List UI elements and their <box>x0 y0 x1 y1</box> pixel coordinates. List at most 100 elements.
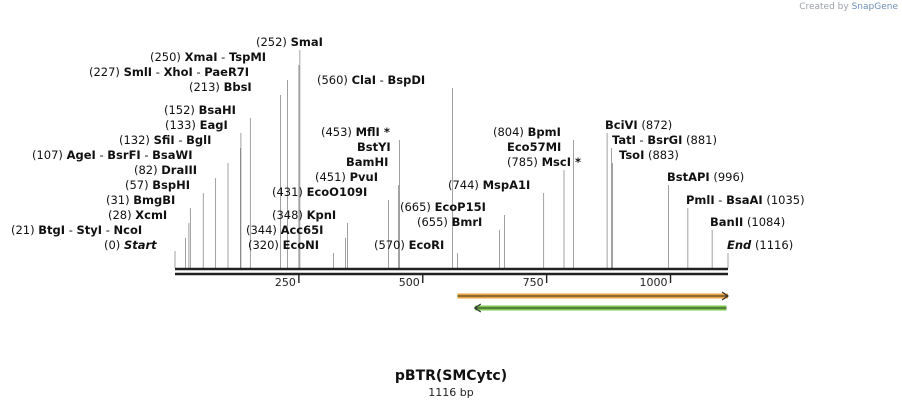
enzyme-label-row: (213) BbsI <box>189 80 252 94</box>
snapgene-logo: SnapGene <box>851 2 898 12</box>
enzyme-label-row: (227) SmlI - XhoI - PaeR7I <box>89 65 249 79</box>
snapgene-branding: Created by SnapGene <box>799 2 898 12</box>
enzyme-name: NcoI <box>114 223 143 237</box>
reverse-feature-arrowhead <box>473 303 482 313</box>
label-separator: - <box>376 73 387 87</box>
enzyme-name: TspMI <box>229 50 266 64</box>
label-separator: - <box>217 50 228 64</box>
enzyme-name: BsaHI <box>199 103 236 117</box>
enzyme-name: BanII <box>710 215 743 229</box>
site-position: (453) <box>321 125 352 139</box>
site-position: (560) <box>317 73 348 87</box>
enzyme-name: SmaI <box>291 35 323 49</box>
ruler-label: 500 <box>399 276 420 289</box>
enzyme-name: BsrFI <box>107 148 140 162</box>
enzyme-name: SmlI <box>124 65 153 79</box>
enzyme-name: ClaI <box>352 73 376 87</box>
enzyme-name: PmlI <box>686 193 715 207</box>
enzyme-name: XcmI <box>135 208 167 222</box>
enzyme-label-row: (31) BmgBI <box>106 193 175 207</box>
enzyme-name: MflI * <box>356 125 390 139</box>
label-separator: - <box>193 65 204 79</box>
enzyme-name: XmaI <box>185 50 218 64</box>
created-by-text: Created by <box>799 2 849 12</box>
forward-feature <box>457 291 730 301</box>
label-separator: - <box>152 65 163 79</box>
site-position: (132) <box>119 133 150 147</box>
enzyme-name: Acc65I <box>281 223 324 237</box>
enzyme-name: SfiI <box>154 133 175 147</box>
site-position: (1084) <box>747 215 785 229</box>
enzyme-label-row: (431) EcoO109I <box>272 185 367 199</box>
label-separator: - <box>102 223 113 237</box>
site-position: (227) <box>89 65 120 79</box>
label-separator: - <box>175 133 186 147</box>
enzyme-label-row: (252) SmaI <box>256 35 323 49</box>
enzyme-name: EcoP15I <box>435 200 486 214</box>
site-position: (348) <box>272 208 303 222</box>
label-separator: - <box>715 193 726 207</box>
enzyme-label-row: Eco57MI <box>507 140 561 154</box>
enzyme-name: BsaAI <box>726 193 763 207</box>
label-separator: - <box>96 148 107 162</box>
site-position: (344) <box>246 223 277 237</box>
label-separator: - <box>141 148 152 162</box>
site-position: (250) <box>150 50 181 64</box>
enzyme-label-row: (665) EcoP15I <box>400 200 486 214</box>
enzyme-name: PaeR7I <box>204 65 249 79</box>
enzyme-name: Start <box>124 238 157 252</box>
enzyme-name: BtgI <box>38 223 65 237</box>
site-position: (665) <box>400 200 431 214</box>
site-position: (213) <box>189 80 220 94</box>
enzyme-label-row: (570) EcoRI <box>374 238 444 252</box>
enzyme-label-row: BamHI <box>346 155 388 169</box>
enzyme-name: BmgBI <box>133 193 175 207</box>
enzyme-name: EcoRI <box>409 238 445 252</box>
site-position: (133) <box>165 118 196 132</box>
enzyme-name: BglI <box>186 133 211 147</box>
enzyme-label-row: BstAPI (996) <box>667 170 744 184</box>
enzyme-name: BbsI <box>224 80 252 94</box>
ruler-label: 1000 <box>640 276 668 289</box>
enzyme-name: BsrGI <box>647 133 682 147</box>
enzyme-label-row: (453) MflI * <box>321 125 390 139</box>
enzyme-label-row: (152) BsaHI <box>164 103 236 117</box>
site-position: (744) <box>448 178 479 192</box>
site-position: (570) <box>374 238 405 252</box>
enzyme-name: BciVI <box>605 118 638 132</box>
enzyme-label-row: BciVI (872) <box>605 118 672 132</box>
enzyme-label-row: (785) MscI * <box>507 155 581 169</box>
reverse-feature <box>473 303 727 313</box>
enzyme-label-row: (0) Start <box>104 238 157 252</box>
site-position: (785) <box>507 155 538 169</box>
enzyme-name: XhoI <box>164 65 193 79</box>
site-position: (28) <box>108 208 132 222</box>
enzyme-name: BpmI <box>528 125 561 139</box>
plasmid-length: 1116 bp <box>428 386 474 399</box>
enzyme-label-row: (804) BpmI <box>493 125 561 139</box>
site-position: (804) <box>493 125 524 139</box>
enzyme-label-row: End (1116) <box>727 238 793 252</box>
enzyme-label-row: (320) EcoNI <box>248 238 319 252</box>
site-position: (252) <box>256 35 287 49</box>
enzyme-label-row: (744) MspA1I <box>448 178 530 192</box>
enzyme-label-row: (560) ClaI - BspDI <box>317 73 425 87</box>
site-position: (82) <box>134 163 158 177</box>
enzyme-label-row: (250) XmaI - TspMI <box>150 50 266 64</box>
enzyme-name: End <box>727 238 752 252</box>
site-position: (872) <box>641 118 672 132</box>
enzyme-label-row: (133) EagI <box>165 118 228 132</box>
site-position: (0) <box>104 238 120 252</box>
plasmid-name: pBTR(SMCytc) <box>394 368 508 384</box>
enzyme-name: MscI * <box>542 155 581 169</box>
label-separator: - <box>636 133 647 147</box>
enzyme-name: PvuI <box>350 170 378 184</box>
enzyme-name: EcoNI <box>283 238 319 252</box>
site-position: (21) <box>11 223 35 237</box>
enzyme-name: BstAPI <box>667 170 710 184</box>
site-position: (31) <box>106 193 130 207</box>
enzyme-label-row: (132) SfiI - BglI <box>119 133 211 147</box>
enzyme-label-row: TsoI (883) <box>619 148 679 162</box>
site-position: (320) <box>248 238 279 252</box>
